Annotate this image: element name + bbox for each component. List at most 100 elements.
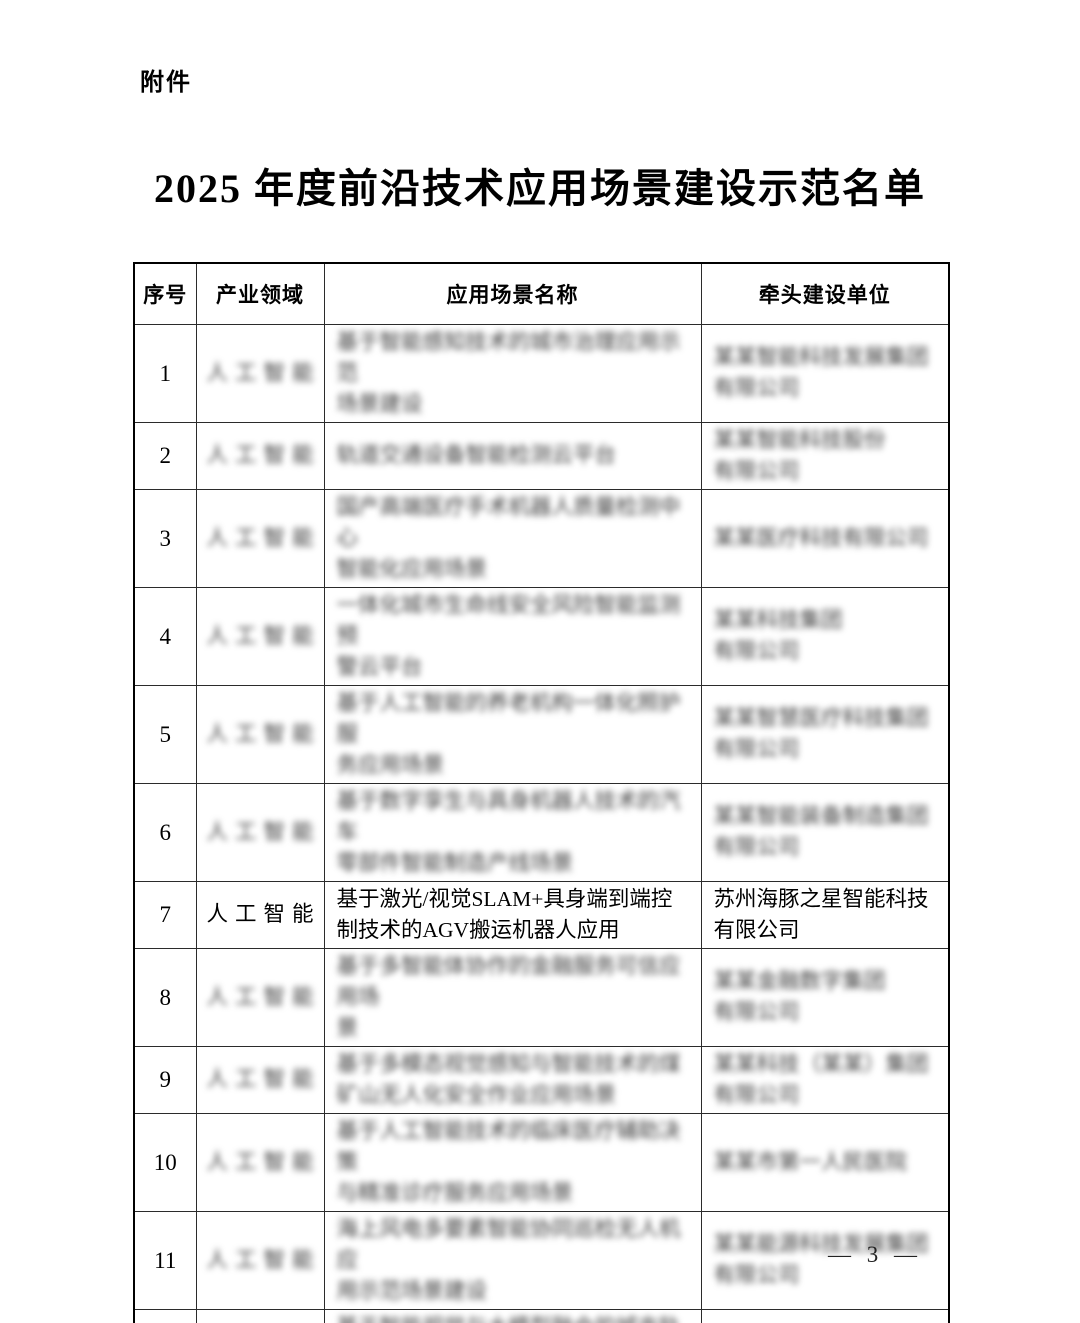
unit-text-redacted: 某某智能科技发展集团 有限公司 bbox=[713, 345, 929, 400]
table-cell-unit: 某某智慧医疗科技集团 有限公司 bbox=[700, 684, 950, 784]
scenario-text: 基于激光/视觉SLAM+具身端到端控 制技术的AGV搬运机器人应用 bbox=[336, 886, 673, 942]
table-header-row: 序号 产业领域 应用场景名称 牵头建设单位 bbox=[133, 262, 950, 325]
table-cell-unit: 某某能源科技发展集团 有限公司 bbox=[700, 1210, 950, 1310]
table-cell-scenario: 基于多智能体协作的金融服务可信应用场 景 bbox=[323, 947, 702, 1047]
column-header-serial: 序号 bbox=[133, 262, 197, 325]
scenario-text-redacted: 基于数字孪生与具身机器人技术的汽车 零部件智能制造产线场景 bbox=[336, 788, 681, 875]
table-cell-scenario: 基于人工智能的养老机构一体化照护服 务应用场景 bbox=[323, 684, 702, 784]
table-row: 9 人工智能 基于多模态视觉感知与智能技术的煤 矿山无人化安全作业应用场景 某某科技（… bbox=[133, 1045, 950, 1114]
no-text: 3 bbox=[159, 525, 172, 551]
no-text: 1 bbox=[159, 360, 172, 386]
scenario-text-redacted: 海上风电多要素智能协同巡检无人机应 用示范场景建设 bbox=[336, 1216, 681, 1303]
table-cell-unit: 某某科技（某某）集团 有限公司 bbox=[700, 1045, 950, 1114]
unit-text: 苏州海豚之星智能科技 有限公司 bbox=[713, 886, 929, 942]
table-cell-field: 人工智能 bbox=[195, 1308, 325, 1323]
table-cell-no: 1 bbox=[133, 323, 197, 423]
table-cell-no: 6 bbox=[133, 782, 197, 882]
table-cell-unit: 苏州海豚之星智能科技 有限公司 bbox=[700, 880, 950, 949]
table-cell-field: 人工智能 bbox=[195, 1045, 325, 1114]
table-cell-scenario: 基于激光/视觉SLAM+具身端到端控 制技术的AGV搬运机器人应用 bbox=[323, 880, 702, 949]
no-text: 5 bbox=[159, 721, 172, 747]
table-row: 8 人工智能 基于多智能体协作的金融服务可信应用场 景某某金融数字集团 有限公司 bbox=[133, 947, 950, 1047]
no-text: 8 bbox=[159, 984, 172, 1010]
table-row: 4 人工智能 一体化城市生命线安全风险智能监测预 警云平台 某某科技集团 有限公司 bbox=[133, 586, 950, 686]
no-text: 2 bbox=[159, 443, 172, 468]
no-text: 10 bbox=[153, 1149, 177, 1175]
field-text-redacted: 人工智能 bbox=[206, 819, 321, 844]
unit-text-redacted: 某某医疗科技有限公司 bbox=[713, 525, 929, 550]
scenario-text-redacted: 基于智能感知技术的城市治理应用示范 场景建设 bbox=[336, 329, 681, 416]
table-cell-scenario: 国产高端医疗手术机器人质量检测中心 智能化应用场景 bbox=[323, 488, 702, 588]
scenario-text-redacted: 基于人工智能的养老机构一体化照护服 务应用场景 bbox=[336, 690, 681, 777]
column-header-scenario: 应用场景名称 bbox=[323, 262, 702, 325]
table-cell-no: 12 bbox=[133, 1308, 197, 1323]
table-row: 1 人工智能 基于智能感知技术的城市治理应用示范 场景建设 某某智能科技发展集团 有限… bbox=[133, 323, 950, 423]
table-cell-field: 人工智能 bbox=[195, 1112, 325, 1212]
unit-text-redacted: 某某智能科技股份 有限公司 bbox=[713, 427, 886, 483]
table-cell-scenario: 基于智能视觉与大模型融合的城市轨道 交通线网运营智慧管理系统 bbox=[323, 1308, 702, 1323]
unit-text-redacted: 某某金融数字集团 有限公司 bbox=[713, 969, 886, 1024]
unit-text-redacted: 某某科技（某某）集团 有限公司 bbox=[713, 1051, 929, 1107]
field-text-redacted: 人工智能 bbox=[206, 360, 321, 385]
table-cell-no: 9 bbox=[133, 1045, 197, 1114]
scenario-text-redacted: 轨道交通设备智能检测云平台 bbox=[336, 443, 617, 467]
unit-text-redacted: 某某科技集团 有限公司 bbox=[713, 608, 843, 663]
no-text: 7 bbox=[159, 902, 172, 927]
column-header-industry: 产业领域 bbox=[195, 262, 325, 325]
field-text-redacted: 人工智能 bbox=[206, 721, 321, 746]
scenario-text-redacted: 基于多模态视觉感知与智能技术的煤 矿山无人化安全作业应用场景 bbox=[336, 1051, 681, 1107]
table-cell-unit: 某某科技集团 有限公司 bbox=[700, 586, 950, 686]
attachment-label: 附件 bbox=[140, 69, 192, 96]
table-cell-no: 2 bbox=[133, 421, 197, 490]
unit-text-redacted: 某某智能装备制造集团 有限公司 bbox=[713, 804, 929, 859]
unit-text-redacted: 某某市第一人民医院 bbox=[713, 1149, 908, 1174]
table-cell-unit: 某某金融数字集团 有限公司 bbox=[700, 947, 950, 1047]
table-cell-field: 人工智能 bbox=[195, 323, 325, 423]
field-text-redacted: 人工智能 bbox=[206, 1149, 321, 1174]
table-cell-field: 人工智能 bbox=[195, 488, 325, 588]
scenario-text-redacted: 国产高端医疗手术机器人质量检测中心 智能化应用场景 bbox=[336, 494, 681, 581]
table-cell-field: 人工智能 bbox=[195, 421, 325, 490]
table-cell-field: 人工智能 bbox=[195, 1210, 325, 1310]
field-text-redacted: 人工智能 bbox=[206, 1247, 321, 1272]
table-cell-field: 人工智能 bbox=[195, 880, 325, 949]
table-cell-unit: 某某医疗科技有限公司 bbox=[700, 488, 950, 588]
scenario-text-redacted: 基于人工智能技术的临床医疗辅助决策 与精准诊疗服务应用场景 bbox=[336, 1118, 681, 1205]
table-row: 2 人工智能 轨道交通设备智能检测云平台 某某智能科技股份 有限公司 bbox=[133, 421, 950, 490]
table-cell-unit: 某某智能装备制造集团 有限公司 bbox=[700, 782, 950, 882]
demonstration-list-table: 序号 产业领域 应用场景名称 牵头建设单位 1 人工智能 基于智能感知技术的城市治理… bbox=[133, 262, 950, 1323]
scenario-text-redacted: 基于智能视觉与大模型融合的城市轨道 交通线网运营智慧管理系统 bbox=[325, 1310, 701, 1323]
table-cell-unit: 某某市第一人民医院 bbox=[700, 1112, 950, 1212]
field-text-redacted: 人工智能 bbox=[206, 525, 321, 550]
field-text-redacted: 人工智能 bbox=[206, 984, 321, 1009]
table-row: 10 人工智能 基于人工智能技术的临床医疗辅助决策 与精准诊疗服务应用场景 某某市第一… bbox=[133, 1112, 950, 1212]
table-row: 3 人工智能 国产高端医疗手术机器人质量检测中心 智能化应用场景 某某医疗科技有限公司 bbox=[133, 488, 950, 588]
table-cell-no: 3 bbox=[133, 488, 197, 588]
table-row: 7 人工智能 基于激光/视觉SLAM+具身端到端控 制技术的AGV搬运机器人应用 苏州… bbox=[133, 880, 950, 949]
document-title: 2025 年度前沿技术应用场景建设示范名单 bbox=[154, 166, 926, 211]
field-text-redacted: 人工智能 bbox=[206, 443, 321, 467]
page-number: — 3 — bbox=[828, 1242, 922, 1267]
table-row: 11 人工智能 海上风电多要素智能协同巡检无人机应 用示范场景建设 某某能源科技发展集… bbox=[133, 1210, 950, 1310]
field-text: 人工智能 bbox=[206, 902, 321, 926]
table-cell-scenario: 基于多模态视觉感知与智能技术的煤 矿山无人化安全作业应用场景 bbox=[323, 1045, 702, 1114]
table-cell-no: 5 bbox=[133, 684, 197, 784]
table-cell-field: 人工智能 bbox=[195, 947, 325, 1047]
table-cell-no: 11 bbox=[133, 1210, 197, 1310]
field-text-redacted: 人工智能 bbox=[206, 1067, 321, 1091]
table-row: 5 人工智能 基于人工智能的养老机构一体化照护服 务应用场景 某某智慧医疗科技集团 有… bbox=[133, 684, 950, 784]
unit-text-redacted: 某某智慧医疗科技集团 有限公司 bbox=[713, 706, 929, 761]
scenario-text-redacted: 基于多智能体协作的金融服务可信应用场 景 bbox=[336, 953, 681, 1040]
table-cell-scenario: 基于数字孪生与具身机器人技术的汽车 零部件智能制造产线场景 bbox=[323, 782, 702, 882]
table-cell-scenario: 海上风电多要素智能协同巡检无人机应 用示范场景建设 bbox=[323, 1210, 702, 1310]
table-cell-no: 7 bbox=[133, 880, 197, 949]
table-cell-scenario: 基于人工智能技术的临床医疗辅助决策 与精准诊疗服务应用场景 bbox=[323, 1112, 702, 1212]
no-text: 11 bbox=[154, 1247, 177, 1273]
no-text: 9 bbox=[159, 1067, 172, 1092]
field-text-redacted: 人工智能 bbox=[206, 623, 321, 648]
table-cell-no: 10 bbox=[133, 1112, 197, 1212]
no-text: 4 bbox=[159, 623, 172, 649]
table-cell-no: 4 bbox=[133, 586, 197, 686]
column-header-unit: 牵头建设单位 bbox=[700, 262, 950, 325]
